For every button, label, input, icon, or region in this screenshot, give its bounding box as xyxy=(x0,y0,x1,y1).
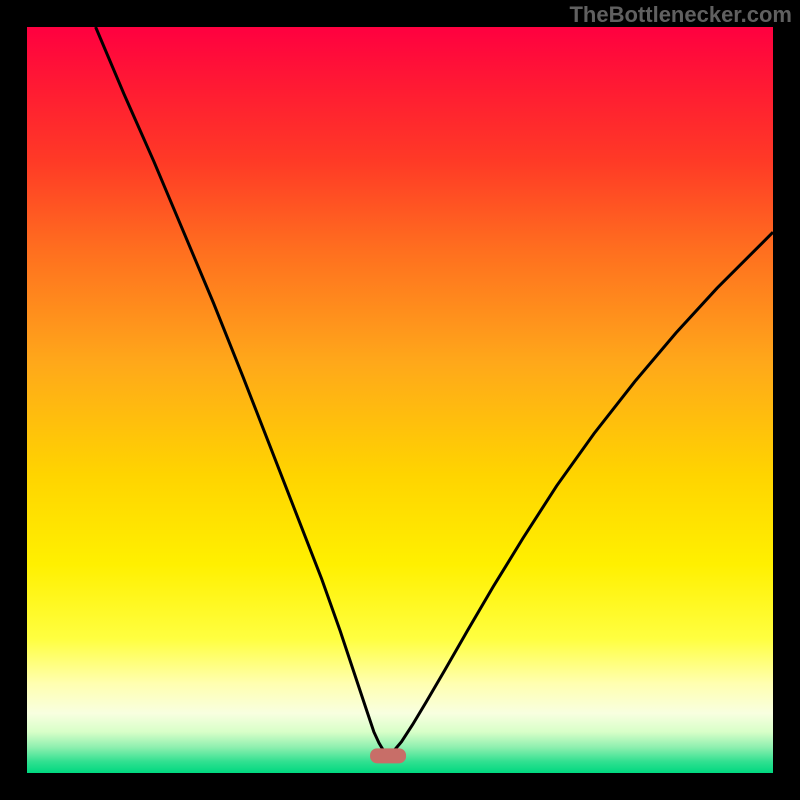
chart-stage: TheBottlenecker.com xyxy=(0,0,800,800)
watermark-text: TheBottlenecker.com xyxy=(569,2,792,28)
chart-svg xyxy=(0,0,800,800)
plot-background xyxy=(27,27,773,773)
optimal-marker xyxy=(370,748,406,763)
